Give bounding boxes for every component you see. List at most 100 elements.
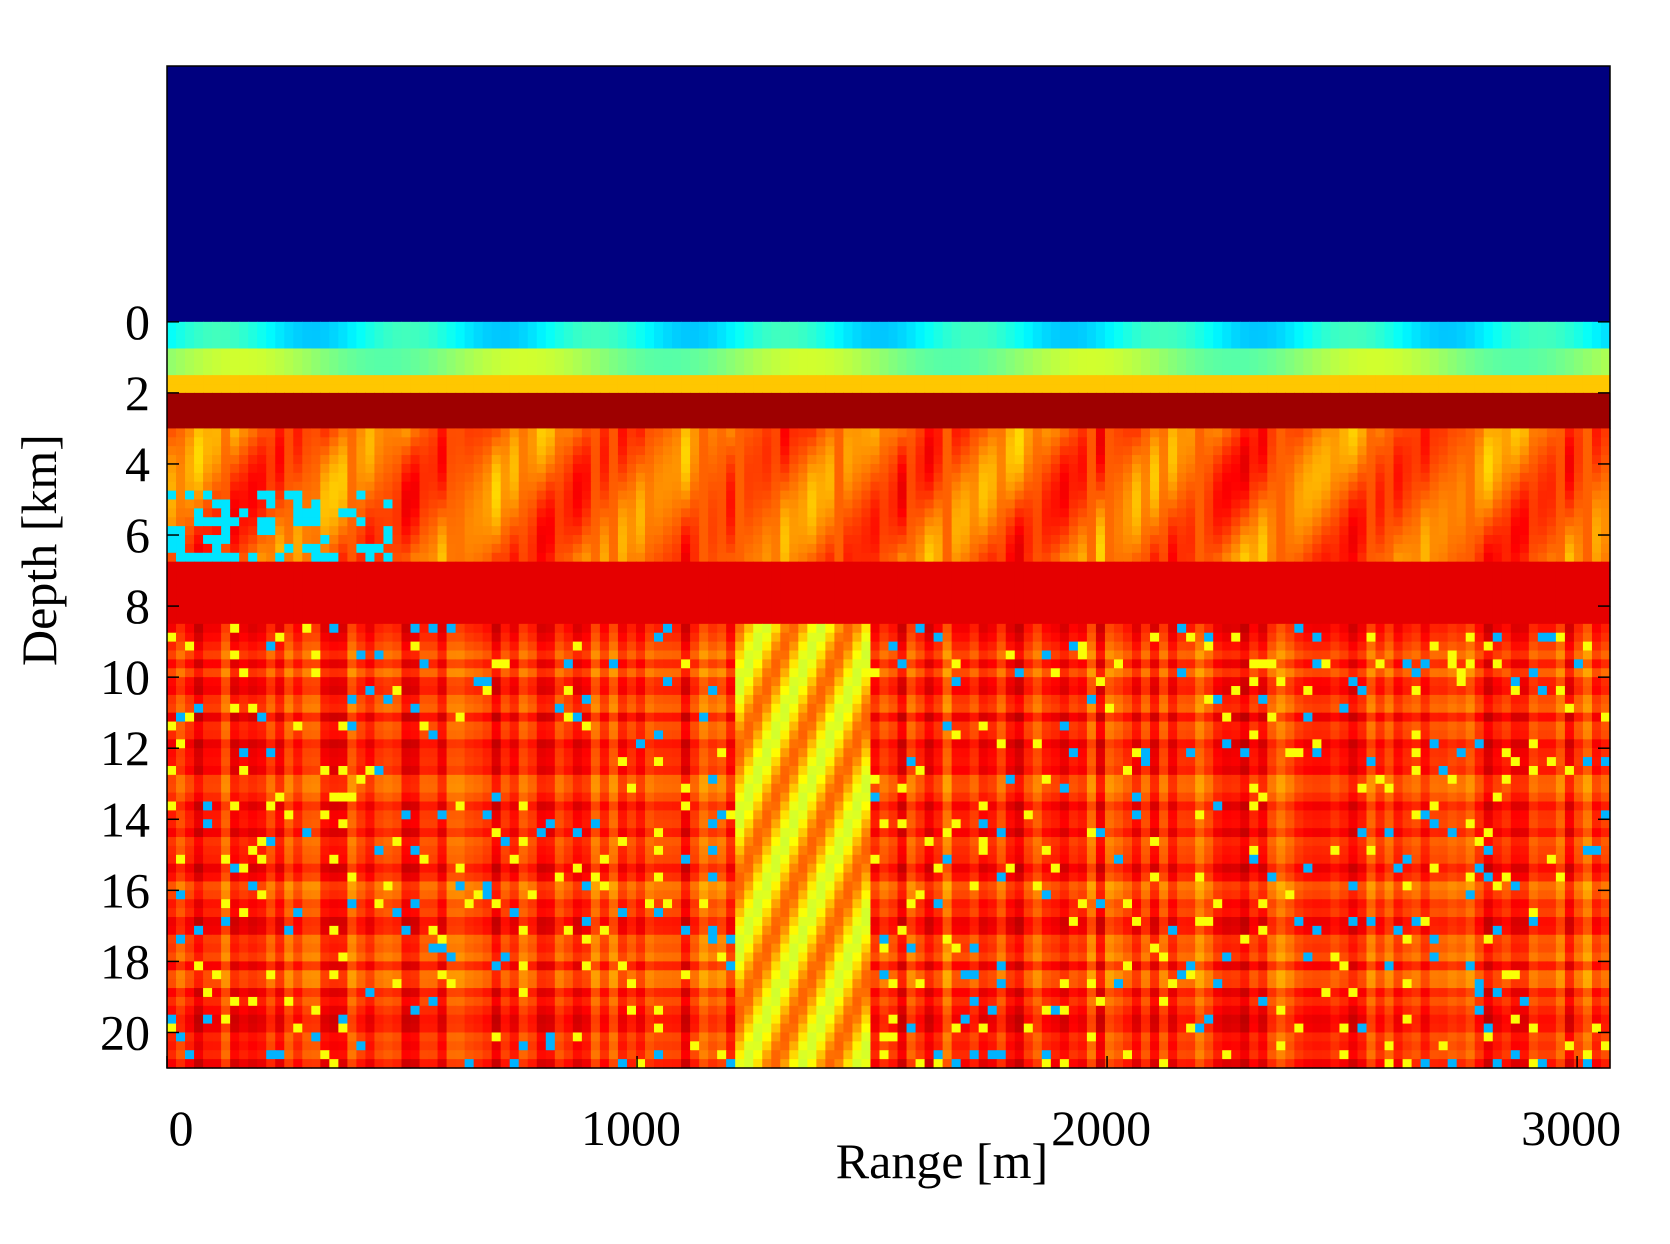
heatmap-cell <box>1312 472 1322 483</box>
heatmap-cell <box>960 526 971 536</box>
heatmap-cell <box>672 339 682 350</box>
heatmap-cell <box>1474 561 1485 572</box>
heatmap-cell <box>978 579 989 589</box>
heatmap-cell <box>1582 472 1593 483</box>
heatmap-cell <box>951 366 962 376</box>
heatmap-cell <box>509 463 520 474</box>
heatmap-cell <box>491 463 502 474</box>
heatmap-cell <box>266 357 276 367</box>
heatmap-cell <box>311 481 321 492</box>
heatmap-cell <box>1023 410 1034 421</box>
heatmap-cell <box>491 490 502 501</box>
heatmap-cell <box>1023 446 1034 456</box>
heatmap-cell <box>861 401 872 412</box>
heatmap-cell <box>383 552 394 563</box>
heatmap-cell <box>509 570 520 581</box>
heatmap-cell <box>635 437 646 447</box>
heatmap-cell <box>392 392 403 403</box>
heatmap-cell <box>1384 499 1395 509</box>
heatmap-cell <box>239 481 249 492</box>
heatmap-cell <box>726 472 736 483</box>
heatmap-cell <box>699 419 709 430</box>
heatmap-cell <box>1402 384 1413 394</box>
heatmap-cell <box>338 579 348 589</box>
heatmap-cell <box>563 410 574 421</box>
heatmap-cell <box>554 561 565 572</box>
heatmap-cell <box>1141 526 1151 536</box>
heatmap-cell <box>771 410 781 421</box>
heatmap-cell <box>203 384 213 394</box>
heatmap-cell <box>1014 552 1025 563</box>
heatmap-cell <box>1465 526 1476 536</box>
heatmap-cell <box>924 330 935 341</box>
heatmap-cell <box>383 543 394 554</box>
heatmap-cell <box>311 392 321 403</box>
heatmap-cell <box>1519 357 1530 367</box>
heatmap-cell <box>590 330 601 341</box>
heatmap-cell <box>248 517 258 527</box>
heatmap-cell <box>681 375 691 385</box>
heatmap-cell <box>527 357 538 367</box>
heatmap-cell <box>906 455 917 465</box>
heatmap-cell <box>365 321 376 332</box>
heatmap-cell <box>212 348 222 358</box>
heatmap-cell <box>599 348 610 358</box>
heatmap-cell <box>446 321 457 332</box>
heatmap-cell <box>735 419 745 430</box>
heatmap-cell <box>807 375 817 385</box>
heatmap-cell <box>1447 419 1458 430</box>
heatmap-cell <box>1429 357 1440 367</box>
heatmap-cell <box>924 517 935 527</box>
heatmap-cell <box>771 401 781 412</box>
heatmap-cell <box>1600 472 1611 483</box>
heatmap-cell <box>1546 392 1557 403</box>
heatmap-cell <box>699 348 709 358</box>
heatmap-cell <box>807 508 817 518</box>
heatmap-cell <box>1168 428 1178 438</box>
heatmap-cell <box>473 428 484 438</box>
heatmap-cell <box>897 330 908 341</box>
heatmap-cell <box>1474 401 1485 412</box>
heatmap-cell <box>1366 517 1377 527</box>
heatmap-cell <box>1122 392 1133 403</box>
heatmap-cell <box>879 366 890 376</box>
heatmap-cell <box>212 401 222 412</box>
heatmap-cell <box>816 321 826 332</box>
heatmap-cell <box>1591 579 1602 589</box>
heatmap-cell <box>1402 357 1413 367</box>
heatmap-cell <box>365 463 376 474</box>
heatmap-cell <box>338 526 348 536</box>
heatmap-cell <box>1150 357 1160 367</box>
heatmap-cell <box>1041 570 1052 581</box>
heatmap-cell <box>167 579 177 589</box>
heatmap-cell <box>446 339 457 350</box>
heatmap-cell <box>239 339 249 350</box>
heatmap-cell <box>807 570 817 581</box>
heatmap-cell <box>401 579 412 589</box>
heatmap-cell <box>257 392 267 403</box>
heatmap-cell <box>437 401 448 412</box>
heatmap-cell <box>807 392 817 403</box>
heatmap-cell <box>1222 392 1232 403</box>
heatmap-cell <box>1348 401 1359 412</box>
heatmap-cell <box>1420 481 1431 492</box>
heatmap-cell <box>284 543 294 554</box>
heatmap-cell <box>617 499 628 509</box>
heatmap-cell <box>1573 472 1584 483</box>
heatmap-cell <box>1249 446 1259 456</box>
heatmap-cell <box>951 446 962 456</box>
heatmap-cell <box>1411 401 1422 412</box>
heatmap-cell <box>978 348 989 358</box>
heatmap-cell <box>1501 508 1512 518</box>
heatmap-cell <box>1600 517 1611 527</box>
heatmap-cell <box>203 437 213 447</box>
heatmap-cell <box>590 552 601 563</box>
heatmap-cell <box>356 366 367 376</box>
heatmap-cell <box>167 526 177 536</box>
heatmap-cell <box>257 446 267 456</box>
heatmap-cell <box>509 446 520 456</box>
heatmap-cell <box>347 357 357 367</box>
heatmap-cell <box>1528 463 1539 474</box>
heatmap-cell <box>392 499 403 509</box>
heatmap-cell <box>915 552 926 563</box>
